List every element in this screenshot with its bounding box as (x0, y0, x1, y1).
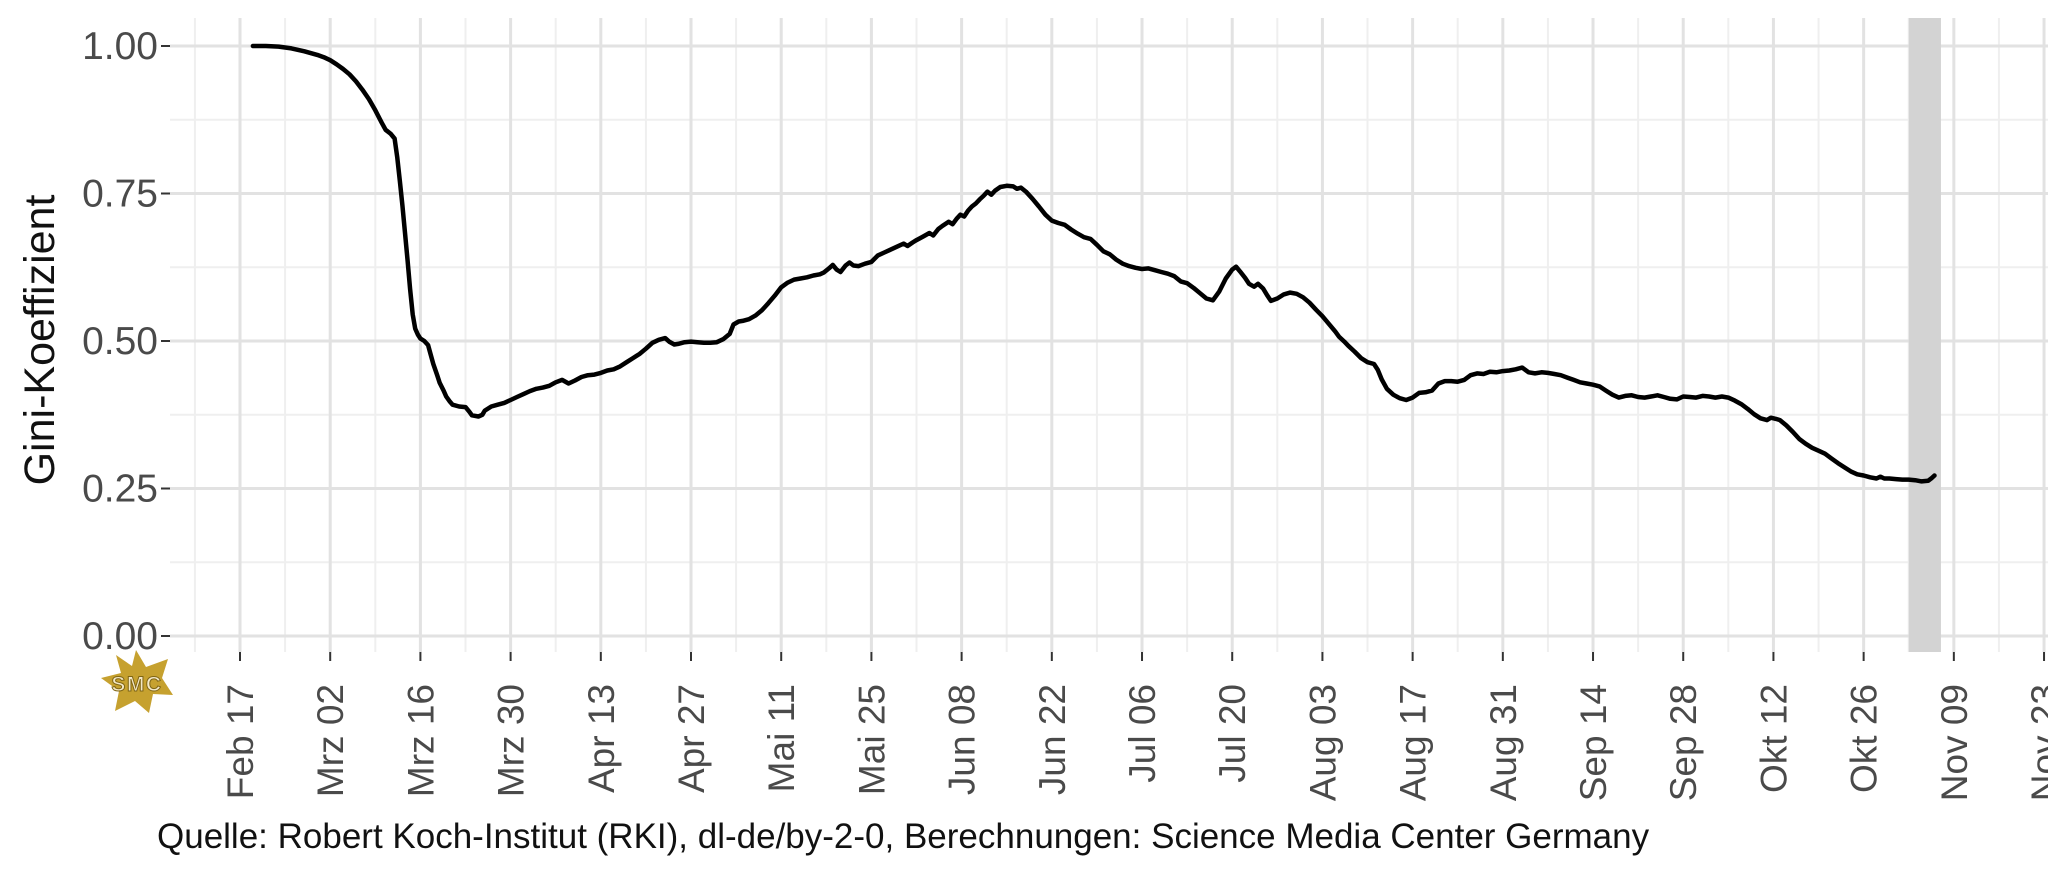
annotation-band (1908, 18, 1941, 652)
x-tick-label: Aug 17 (1393, 684, 1434, 801)
y-axis-title: Gini-Koeffizient (16, 195, 64, 486)
x-tick-label: Apr 27 (671, 684, 712, 793)
smc-logo: SMC (101, 650, 173, 713)
x-tick-label: Mai 11 (761, 684, 802, 792)
x-tick-label: Mrz 02 (310, 684, 351, 797)
y-tick-labels-layer: 0.00 0.25 0.50 0.75 1.00 (82, 25, 158, 658)
x-tick-label: Feb 17 (220, 684, 261, 799)
x-tick-label: Aug 03 (1302, 684, 1343, 801)
y-tick-label: 0.50 (82, 320, 158, 363)
x-tick-label: Mrz 30 (491, 684, 532, 797)
y-tick-label: 0.75 (82, 173, 158, 216)
x-tick-label: Mai 25 (851, 684, 892, 795)
y-tick-label: 0.25 (82, 468, 158, 511)
x-tick-label: Jun 22 (1032, 684, 1073, 795)
x-tick-label: Nov 23 (2024, 684, 2048, 801)
x-tick-label: Okt 12 (1753, 684, 1794, 793)
x-tick-label: Apr 13 (581, 684, 622, 793)
x-tick-label: Jul 20 (1212, 684, 1253, 783)
x-tick-label: Sep 14 (1573, 684, 1614, 801)
x-tick-label: Nov 09 (1934, 684, 1975, 801)
x-tick-label: Mrz 16 (400, 684, 441, 797)
caption: Quelle: Robert Koch-Institut (RKI), dl-d… (157, 817, 1650, 856)
grid-major-layer (170, 18, 2048, 652)
x-tick-label: Jun 08 (942, 684, 983, 795)
x-tick-label: Jul 06 (1122, 684, 1163, 783)
x-tick-label: Sep 28 (1663, 684, 1704, 801)
tick-marks-layer (161, 45, 2046, 661)
y-tick-label: 0.00 (82, 615, 158, 658)
x-tick-label: Okt 26 (1844, 684, 1885, 793)
gini-line (250, 43, 1937, 484)
y-tick-label: 1.00 (82, 25, 158, 68)
x-tick-label: Aug 31 (1483, 684, 1524, 801)
grid-minor-layer (170, 18, 2048, 652)
smc-logo-star (101, 650, 173, 713)
x-tick-labels-layer: Feb 17 Mrz 02 Mrz 16 Mrz 30 Apr 13 Apr 27 Mai … (220, 684, 2048, 801)
smc-logo-text: SMC (111, 673, 162, 696)
